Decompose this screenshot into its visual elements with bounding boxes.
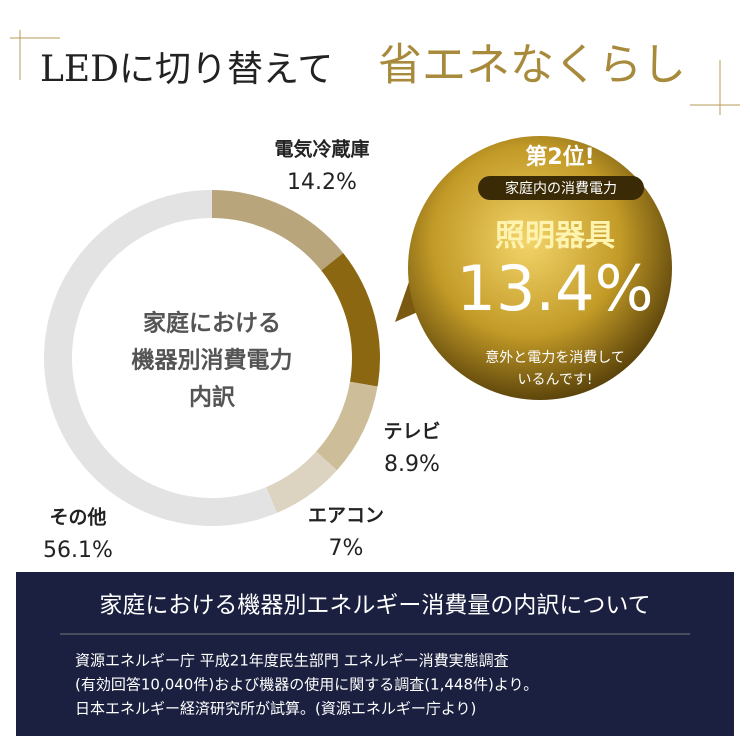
footer-box [16, 572, 734, 736]
bubble-rank: 第2位! [525, 144, 594, 170]
bubble-subtitle-bg [478, 176, 644, 200]
value-label: 56.1% [43, 538, 113, 563]
bubble-value: 13.4% [457, 252, 654, 325]
bubble-note: いるんです! [518, 372, 593, 388]
category-label: その他 [49, 506, 106, 529]
bubble-circle [408, 136, 672, 400]
category-label: 電気冷蔵庫 [274, 138, 369, 161]
corner-decoration [10, 30, 740, 115]
donut-segment [266, 451, 337, 513]
donut-segment [212, 190, 344, 271]
rank-bubble: 第2位! 家庭内の消費電力 照明器具 13.4% 意外と電力を消費して いるんで… [395, 136, 672, 400]
donut-segment [43, 190, 278, 526]
value-label: 7% [329, 536, 364, 561]
footer-note: 日本エネルギー経済研究所が試算。(資源エネルギー庁より) [75, 700, 476, 718]
center-label: 内訳 [189, 384, 236, 411]
category-label: エアコン [308, 505, 384, 527]
bubble-item: 照明器具 [495, 219, 615, 254]
bubble-note: 意外と電力を消費して [485, 349, 625, 366]
value-label: 8.9% [384, 452, 440, 477]
bubble-subtitle: 家庭内の消費電力 [505, 180, 617, 197]
value-label: 14.2% [287, 170, 357, 195]
footer-note: (有効回答10,040件)および機器の使用に関する調査(1,448件)より。 [75, 676, 538, 694]
category-label: テレビ [383, 421, 440, 443]
title-plain: LEDに切り替えて [40, 49, 333, 90]
footer-note: 資源エネルギー庁 平成21年度民生部門 エネルギー消費実態調査 [75, 652, 509, 670]
center-label: 家庭における [143, 310, 281, 337]
title-accent: 省エネなくらし [378, 40, 686, 91]
donut-segment [321, 253, 380, 387]
center-label: 機器別消費電力 [132, 348, 293, 374]
footer-title: 家庭における機器別エネルギー消費量の内訳について [99, 593, 650, 619]
donut-segment [316, 381, 378, 471]
